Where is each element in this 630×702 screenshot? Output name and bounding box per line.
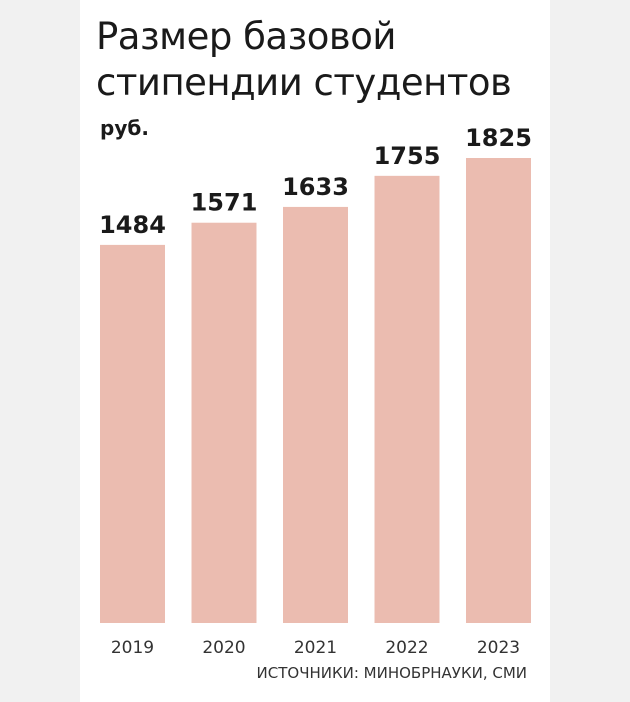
x-tick-label: 2023: [477, 638, 520, 658]
unit-label: руб.: [100, 116, 149, 140]
x-tick-label: 2020: [202, 638, 245, 658]
bar-2021: [283, 206, 348, 624]
bar-2023: [466, 158, 531, 623]
bar-value-label: 1633: [282, 173, 349, 201]
bar-value-label: 1571: [191, 189, 258, 217]
bar-value-label: 1755: [374, 142, 441, 170]
source-note: ИСТОЧНИКИ: МИНОБРНАУКИ, СМИ: [256, 664, 527, 682]
bar-value-label: 1825: [465, 124, 532, 152]
chart-title-line-1: Размер базовой: [96, 15, 396, 58]
chart-title-line-2: стипендии студентов: [96, 61, 512, 104]
bar-2020: [191, 222, 257, 623]
x-tick-label: 2019: [111, 638, 154, 658]
x-tick-label: 2022: [385, 638, 428, 658]
x-tick-label: 2021: [294, 638, 337, 658]
bar-2022: [374, 175, 440, 623]
chart-title: Размер базовой стипендии студентов: [96, 14, 512, 106]
bar-value-label: 1484: [99, 211, 166, 239]
bar-2019: [100, 244, 165, 623]
